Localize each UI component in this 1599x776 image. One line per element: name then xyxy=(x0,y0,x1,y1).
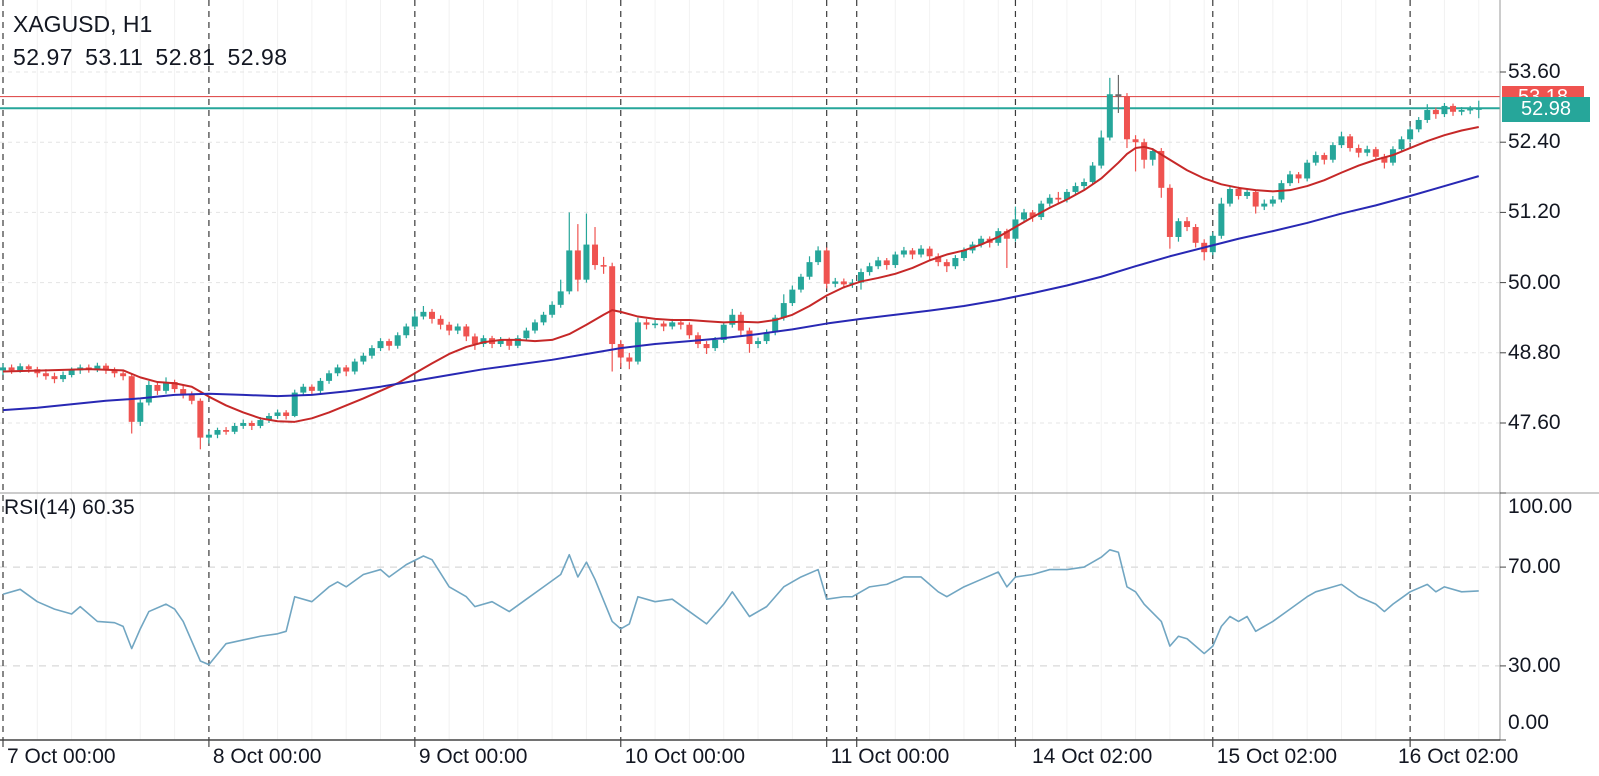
fast-ma-line xyxy=(2,126,1479,423)
time-axis-label: 14 Oct 02:00 xyxy=(1032,745,1153,768)
time-axis-label: 11 Oct 00:00 xyxy=(830,745,950,768)
price-axis-label: 47.60 xyxy=(1508,411,1561,434)
ohlc-low: 52.81 xyxy=(155,43,216,70)
time-axis-label: 7 Oct 00:00 xyxy=(7,745,116,768)
time-axis-label: 15 Oct 02:00 xyxy=(1216,745,1338,768)
rsi-axis-label: 70.00 xyxy=(1508,555,1561,579)
time-axis-label: 16 Oct 02:00 xyxy=(1398,745,1519,768)
price-axis-label: 53.60 xyxy=(1508,60,1561,83)
price-axis-label: 48.80 xyxy=(1508,340,1561,364)
price-axis-label: 51.20 xyxy=(1508,200,1561,224)
price-axis-label: 52.40 xyxy=(1508,130,1561,154)
time-axis-label: 10 Oct 00:00 xyxy=(624,745,745,768)
ohlc-open: 52.97 xyxy=(13,43,74,70)
title-block: XAGUSD, H1 52.97 53.11 52.81 52.98 xyxy=(13,10,300,73)
ohlc-high: 53.11 xyxy=(85,43,144,70)
rsi-axis-label: 100.00 xyxy=(1508,495,1573,518)
ohlc-close: 52.98 xyxy=(227,43,288,70)
symbol-title: XAGUSD, H1 xyxy=(13,11,153,37)
slow-ma-line xyxy=(2,175,1480,412)
time-axis-label: 8 Oct 00:00 xyxy=(212,745,322,768)
rsi-axis-label: 0.00 xyxy=(1508,711,1549,734)
ohlc-readout: 52.97 53.11 52.81 52.98 xyxy=(13,43,300,73)
price-axis-label: 50.00 xyxy=(1508,270,1561,294)
rsi-axis-label: 30.00 xyxy=(1508,653,1561,677)
rsi-line xyxy=(2,549,1479,666)
time-axis-label: 9 Oct 00:00 xyxy=(418,745,528,768)
rsi-indicator-label: RSI(14) 60.35 xyxy=(4,496,135,519)
candles xyxy=(0,74,1482,450)
last-price-tag: 52.98 xyxy=(1502,97,1590,122)
